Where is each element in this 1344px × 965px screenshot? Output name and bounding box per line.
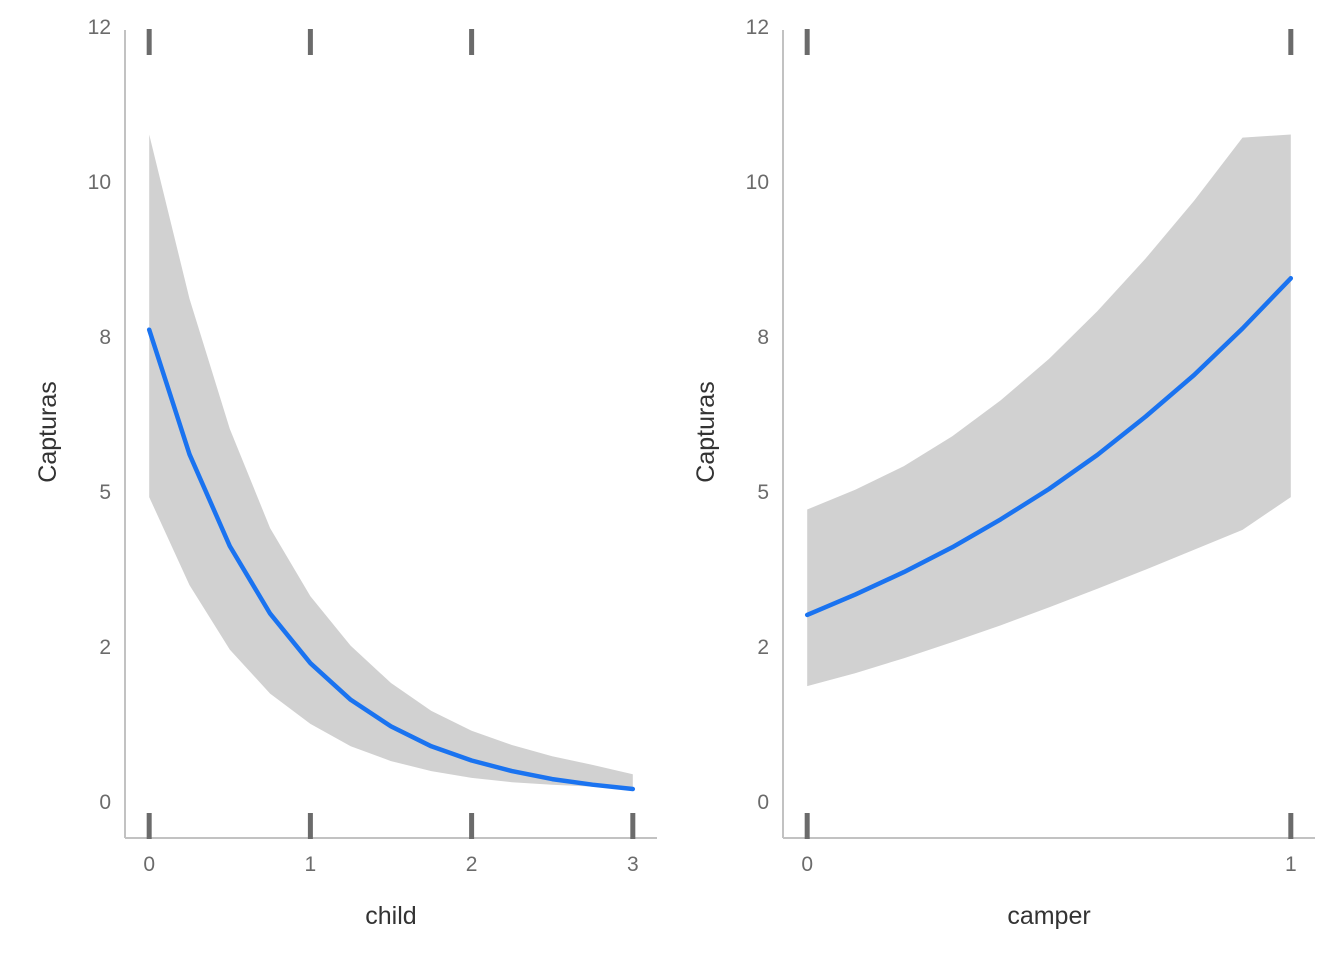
- y-tick-label: 5: [99, 481, 111, 504]
- y-tick-label: 2: [757, 636, 769, 659]
- y-tick-label: 12: [88, 16, 111, 39]
- y-tick-label: 2: [99, 636, 111, 659]
- y-tick-label: 10: [746, 171, 769, 194]
- x-tick-label: 1: [1285, 853, 1297, 876]
- x-axis-title-child: child: [365, 902, 416, 930]
- x-tick-label: 1: [305, 853, 317, 876]
- x-tick-label: 2: [466, 853, 478, 876]
- y-tick-label: 10: [88, 171, 111, 194]
- confidence-band-child: [149, 134, 633, 789]
- y-tick-label: 8: [99, 326, 111, 349]
- y-tick-label: 0: [757, 791, 769, 814]
- y-axis-title-child: Capturas: [34, 381, 62, 482]
- fit-line-camper: [804, 276, 1294, 618]
- y-tick-label: 0: [99, 791, 111, 814]
- y-tick-label: 12: [746, 16, 769, 39]
- x-tick-label: 0: [143, 853, 155, 876]
- fit-line-child: [146, 327, 636, 792]
- y-tick-label: 8: [757, 326, 769, 349]
- x-axis-title-camper: camper: [1007, 902, 1090, 930]
- panel-camper: 0 2 5 8 10 12 0 1 camper Capturas: [692, 16, 1315, 930]
- confidence-band-camper: [807, 134, 1291, 687]
- x-tick-label: 0: [801, 853, 813, 876]
- y-tick-label: 5: [757, 481, 769, 504]
- y-axis-title-camper: Capturas: [692, 381, 720, 482]
- x-tick-label: 3: [627, 853, 639, 876]
